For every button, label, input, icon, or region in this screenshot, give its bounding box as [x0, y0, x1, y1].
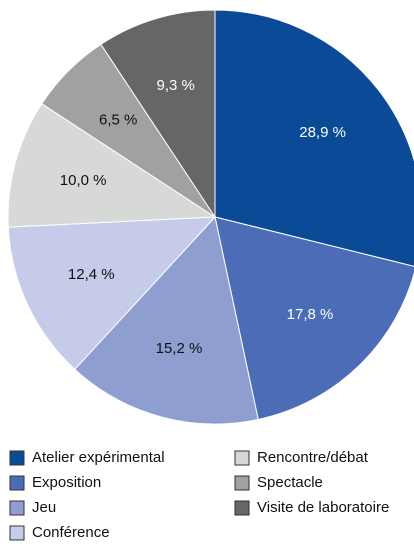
legend-swatch — [9, 500, 25, 516]
legend-label: Spectacle — [257, 474, 323, 491]
slice-label: 6,5 % — [99, 112, 137, 129]
legend-swatch — [234, 500, 250, 516]
legend-label: Atelier expérimental — [32, 449, 165, 466]
slice-label: 9,3 % — [157, 77, 195, 94]
pie-slice — [214, 9, 414, 267]
legend-swatch — [234, 475, 250, 491]
legend-label: Rencontre/débat — [257, 449, 369, 466]
legend-swatch — [234, 450, 250, 466]
pie-slice — [7, 216, 217, 371]
pie-slice — [74, 215, 259, 425]
legend-swatch — [9, 475, 25, 491]
slice-label: 10,0 % — [60, 172, 107, 189]
pie-slice — [214, 216, 414, 421]
legend-label: Exposition — [32, 474, 101, 491]
pie-slice — [100, 9, 216, 219]
legend-label: Conférence — [32, 524, 110, 541]
legend-label: Jeu — [32, 499, 56, 516]
slice-label: 17,8 % — [287, 306, 334, 323]
slice-label: 28,9 % — [299, 124, 346, 141]
slice-label: 15,2 % — [156, 340, 203, 357]
pie-slice — [7, 103, 217, 228]
legend-label: Visite de laboratoire — [257, 499, 389, 516]
slice-label: 12,4 % — [68, 266, 115, 283]
legend-swatch — [9, 450, 25, 466]
legend-swatch — [9, 525, 25, 541]
